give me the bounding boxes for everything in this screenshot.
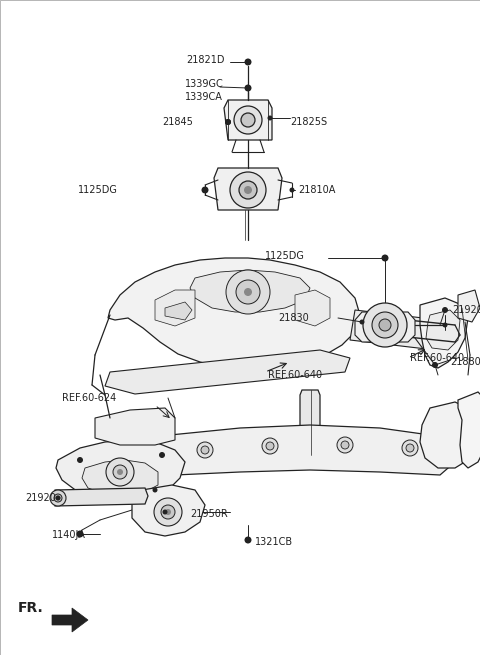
Circle shape [106, 458, 134, 486]
Circle shape [432, 362, 437, 367]
Circle shape [225, 119, 231, 125]
Circle shape [244, 58, 252, 66]
Polygon shape [224, 100, 272, 140]
Polygon shape [214, 168, 282, 210]
Polygon shape [350, 310, 455, 350]
Text: 21821D: 21821D [186, 55, 225, 65]
Circle shape [289, 187, 295, 193]
Text: REF.60-640: REF.60-640 [410, 353, 464, 363]
Circle shape [382, 255, 388, 261]
Circle shape [382, 255, 388, 261]
Circle shape [266, 442, 274, 450]
Circle shape [443, 322, 447, 328]
Text: 21825S: 21825S [290, 117, 327, 127]
Polygon shape [52, 488, 148, 506]
Circle shape [406, 444, 414, 452]
Polygon shape [105, 350, 350, 394]
Circle shape [56, 495, 60, 500]
Text: 1125DG: 1125DG [78, 185, 118, 195]
Polygon shape [426, 310, 460, 350]
Text: 21830: 21830 [278, 313, 309, 323]
Polygon shape [458, 290, 480, 322]
Circle shape [245, 85, 251, 91]
Circle shape [54, 494, 62, 502]
Circle shape [372, 312, 398, 338]
Circle shape [379, 319, 391, 331]
Polygon shape [82, 460, 158, 495]
Circle shape [77, 457, 83, 463]
Circle shape [239, 181, 257, 199]
Polygon shape [132, 485, 205, 536]
Circle shape [161, 505, 175, 519]
Polygon shape [56, 440, 185, 502]
Circle shape [442, 307, 448, 313]
Circle shape [244, 288, 252, 296]
Circle shape [201, 446, 209, 454]
Polygon shape [100, 425, 455, 482]
Text: 21810A: 21810A [298, 185, 336, 195]
Text: 1140JA: 1140JA [52, 530, 86, 540]
Polygon shape [420, 298, 468, 368]
Circle shape [244, 186, 252, 194]
Polygon shape [165, 302, 192, 320]
Text: 21845: 21845 [162, 117, 193, 127]
Circle shape [163, 510, 168, 514]
Circle shape [234, 106, 262, 134]
Text: 1125DG: 1125DG [265, 251, 305, 261]
Circle shape [77, 531, 83, 537]
Polygon shape [95, 408, 175, 445]
Circle shape [154, 498, 182, 526]
Text: 21880E: 21880E [450, 357, 480, 367]
Circle shape [225, 119, 231, 125]
Text: 21950R: 21950R [190, 509, 228, 519]
Text: 21920F: 21920F [452, 305, 480, 315]
Circle shape [202, 187, 208, 193]
Circle shape [432, 362, 438, 368]
Circle shape [153, 487, 157, 493]
Circle shape [337, 437, 353, 453]
Circle shape [76, 531, 84, 538]
Circle shape [226, 270, 270, 314]
Circle shape [402, 440, 418, 456]
Polygon shape [108, 258, 360, 368]
Circle shape [244, 84, 252, 92]
Text: 1339GC: 1339GC [185, 79, 224, 89]
Text: FR.: FR. [18, 601, 44, 615]
Circle shape [165, 509, 171, 515]
Circle shape [360, 320, 364, 324]
Polygon shape [355, 312, 415, 342]
Polygon shape [190, 270, 310, 312]
Polygon shape [420, 402, 478, 468]
Circle shape [363, 303, 407, 347]
Text: 1339CA: 1339CA [185, 92, 223, 102]
Circle shape [230, 172, 266, 208]
Circle shape [341, 441, 349, 449]
Polygon shape [458, 392, 480, 468]
Circle shape [262, 438, 278, 454]
Circle shape [267, 115, 273, 121]
Polygon shape [295, 290, 330, 326]
Circle shape [117, 469, 123, 475]
Text: REF.60-624: REF.60-624 [62, 393, 116, 403]
Circle shape [56, 495, 60, 500]
Polygon shape [155, 290, 195, 326]
Circle shape [113, 465, 127, 479]
Circle shape [241, 113, 255, 127]
Circle shape [202, 187, 208, 193]
Circle shape [244, 536, 252, 544]
Text: REF.60-640: REF.60-640 [268, 370, 322, 380]
Circle shape [50, 490, 66, 506]
Text: 21920: 21920 [25, 493, 56, 503]
Text: 1321CB: 1321CB [255, 537, 293, 547]
Circle shape [159, 452, 165, 458]
Circle shape [197, 442, 213, 458]
Circle shape [236, 280, 260, 304]
Circle shape [245, 537, 251, 543]
Circle shape [245, 59, 251, 65]
Polygon shape [52, 608, 88, 632]
Polygon shape [300, 390, 320, 455]
